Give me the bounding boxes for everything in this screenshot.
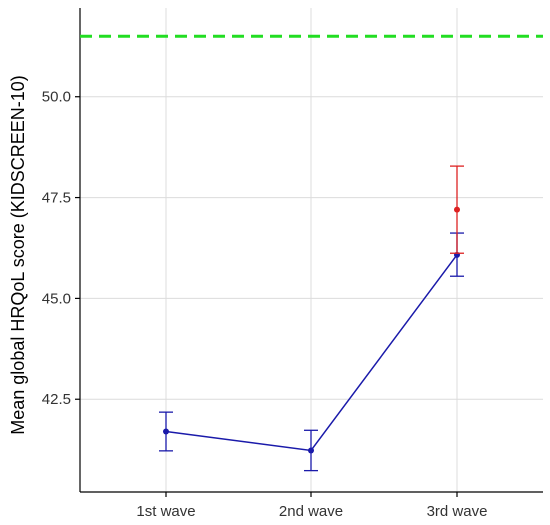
tick-label-layer: 42.5 45.0 47.5 50.0 1st wave 2nd wave 3rd wave [42,89,488,520]
x-tick-label: 2nd wave [279,503,343,520]
y-tick-label: 47.5 [42,190,71,207]
y-tick-label: 50.0 [42,89,71,106]
axis-layer [75,8,543,497]
data-point [308,447,314,454]
data-point [454,206,460,213]
y-axis-title: Mean global HRQoL score (KIDSCREEN-10) [8,75,28,434]
grid-layer [80,8,543,492]
data-point [163,428,169,435]
y-tick-label: 45.0 [42,290,71,307]
y-tick-label: 42.5 [42,391,71,408]
x-tick-label: 1st wave [136,503,195,520]
series-layer [159,165,464,472]
x-tick-label: 3rd wave [427,503,488,520]
